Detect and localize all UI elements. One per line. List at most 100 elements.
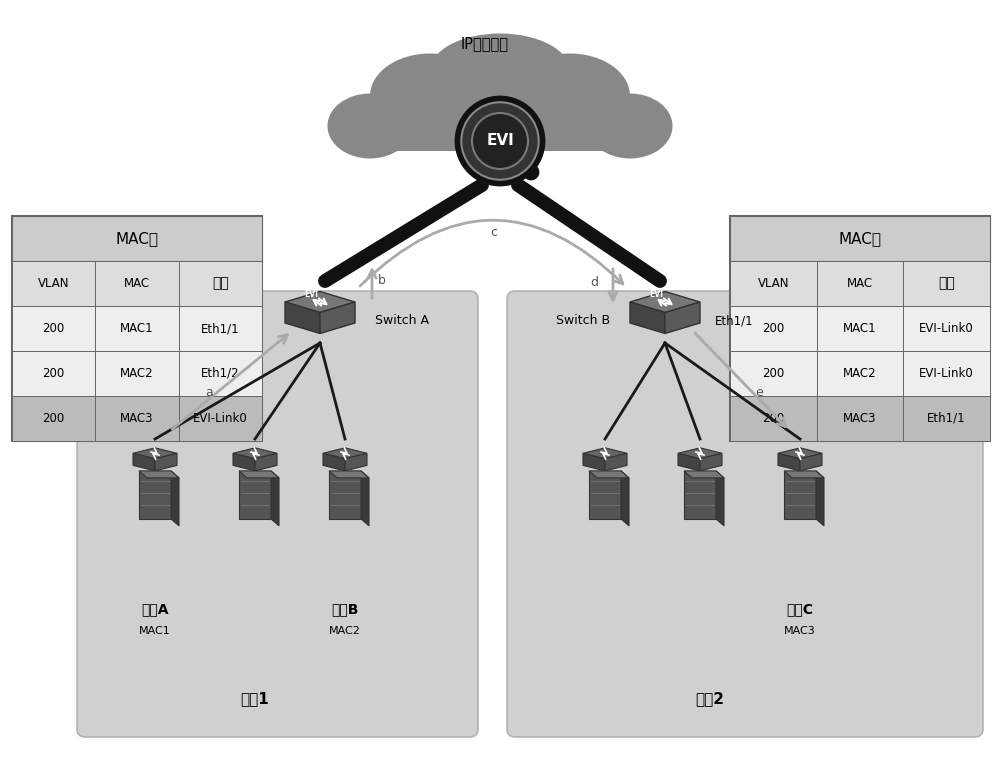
Text: VLAN: VLAN bbox=[758, 277, 789, 290]
FancyBboxPatch shape bbox=[730, 261, 817, 306]
Ellipse shape bbox=[370, 53, 490, 139]
Text: MAC3: MAC3 bbox=[843, 412, 877, 425]
Text: MAC1: MAC1 bbox=[843, 322, 877, 335]
Text: Switch B: Switch B bbox=[556, 315, 610, 328]
FancyBboxPatch shape bbox=[817, 261, 903, 306]
Text: d: d bbox=[590, 276, 598, 289]
FancyBboxPatch shape bbox=[817, 306, 903, 351]
Text: MAC: MAC bbox=[847, 277, 873, 290]
Text: MAC1: MAC1 bbox=[139, 626, 171, 636]
Polygon shape bbox=[323, 453, 345, 471]
Ellipse shape bbox=[328, 93, 413, 159]
Circle shape bbox=[461, 103, 539, 180]
Text: 站点1: 站点1 bbox=[241, 692, 269, 706]
Text: EVI: EVI bbox=[486, 133, 514, 149]
Text: EVI-Link0: EVI-Link0 bbox=[919, 322, 974, 335]
FancyBboxPatch shape bbox=[730, 216, 990, 261]
FancyBboxPatch shape bbox=[903, 261, 990, 306]
Text: 200: 200 bbox=[762, 412, 784, 425]
Text: 200: 200 bbox=[43, 322, 65, 335]
Polygon shape bbox=[233, 448, 277, 459]
Text: 200: 200 bbox=[43, 412, 65, 425]
Text: IP核心网络: IP核心网络 bbox=[461, 36, 509, 52]
Text: EVI-Link0: EVI-Link0 bbox=[919, 367, 974, 380]
Polygon shape bbox=[285, 302, 320, 334]
Text: MAC1: MAC1 bbox=[120, 322, 154, 335]
Polygon shape bbox=[800, 453, 822, 471]
Text: MAC2: MAC2 bbox=[329, 626, 361, 636]
Text: MAC2: MAC2 bbox=[120, 367, 154, 380]
Polygon shape bbox=[684, 471, 724, 478]
FancyBboxPatch shape bbox=[12, 261, 95, 306]
Text: Eth1/1: Eth1/1 bbox=[715, 315, 754, 328]
Text: b: b bbox=[378, 274, 386, 287]
Polygon shape bbox=[345, 453, 367, 471]
Text: EVI: EVI bbox=[304, 291, 318, 299]
FancyBboxPatch shape bbox=[12, 306, 95, 351]
Polygon shape bbox=[583, 448, 627, 459]
Polygon shape bbox=[630, 302, 665, 334]
Polygon shape bbox=[320, 302, 355, 334]
FancyBboxPatch shape bbox=[12, 216, 262, 261]
Text: MAC表: MAC表 bbox=[838, 231, 882, 246]
Polygon shape bbox=[778, 453, 800, 471]
FancyBboxPatch shape bbox=[12, 396, 95, 441]
Text: 接口: 接口 bbox=[938, 277, 955, 291]
Text: EVI: EVI bbox=[649, 291, 663, 299]
Text: 主机B: 主机B bbox=[331, 602, 359, 616]
Text: 站点2: 站点2 bbox=[696, 692, 724, 706]
Polygon shape bbox=[329, 471, 361, 519]
Polygon shape bbox=[323, 448, 367, 459]
Polygon shape bbox=[784, 471, 816, 519]
Text: VLAN: VLAN bbox=[38, 277, 69, 290]
Ellipse shape bbox=[360, 83, 640, 149]
Polygon shape bbox=[239, 471, 271, 519]
FancyBboxPatch shape bbox=[77, 291, 478, 737]
FancyBboxPatch shape bbox=[179, 396, 262, 441]
FancyBboxPatch shape bbox=[360, 111, 640, 151]
Polygon shape bbox=[255, 453, 277, 471]
FancyBboxPatch shape bbox=[95, 306, 179, 351]
FancyBboxPatch shape bbox=[95, 396, 179, 441]
Circle shape bbox=[472, 113, 528, 169]
Text: MAC2: MAC2 bbox=[843, 367, 877, 380]
Polygon shape bbox=[271, 471, 279, 526]
Polygon shape bbox=[589, 471, 629, 478]
Polygon shape bbox=[361, 471, 369, 526]
Polygon shape bbox=[133, 448, 177, 459]
FancyBboxPatch shape bbox=[903, 306, 990, 351]
Text: Eth1/1: Eth1/1 bbox=[201, 322, 240, 335]
Polygon shape bbox=[589, 471, 621, 519]
Polygon shape bbox=[816, 471, 824, 526]
Text: MAC表: MAC表 bbox=[116, 231, 158, 246]
Polygon shape bbox=[684, 471, 716, 519]
Text: 200: 200 bbox=[43, 367, 65, 380]
Ellipse shape bbox=[588, 93, 672, 159]
Ellipse shape bbox=[510, 53, 630, 139]
Text: EVI-Link0: EVI-Link0 bbox=[193, 412, 248, 425]
Text: 200: 200 bbox=[762, 367, 784, 380]
Text: a: a bbox=[205, 386, 213, 399]
FancyBboxPatch shape bbox=[817, 396, 903, 441]
Text: MAC3: MAC3 bbox=[120, 412, 154, 425]
Text: 200: 200 bbox=[762, 322, 784, 335]
Polygon shape bbox=[155, 453, 177, 471]
Polygon shape bbox=[171, 471, 179, 526]
Polygon shape bbox=[583, 453, 605, 471]
Text: 主机C: 主机C bbox=[786, 602, 814, 616]
FancyBboxPatch shape bbox=[179, 351, 262, 396]
Polygon shape bbox=[605, 453, 627, 471]
Polygon shape bbox=[139, 471, 171, 519]
FancyBboxPatch shape bbox=[730, 306, 817, 351]
FancyBboxPatch shape bbox=[903, 351, 990, 396]
Text: MAC3: MAC3 bbox=[784, 626, 816, 636]
Polygon shape bbox=[233, 453, 255, 471]
Polygon shape bbox=[678, 453, 700, 471]
Text: 接口: 接口 bbox=[212, 277, 229, 291]
FancyBboxPatch shape bbox=[95, 351, 179, 396]
FancyBboxPatch shape bbox=[730, 351, 817, 396]
Polygon shape bbox=[139, 471, 179, 478]
Text: 主机A: 主机A bbox=[141, 602, 169, 616]
Polygon shape bbox=[700, 453, 722, 471]
FancyBboxPatch shape bbox=[95, 261, 179, 306]
